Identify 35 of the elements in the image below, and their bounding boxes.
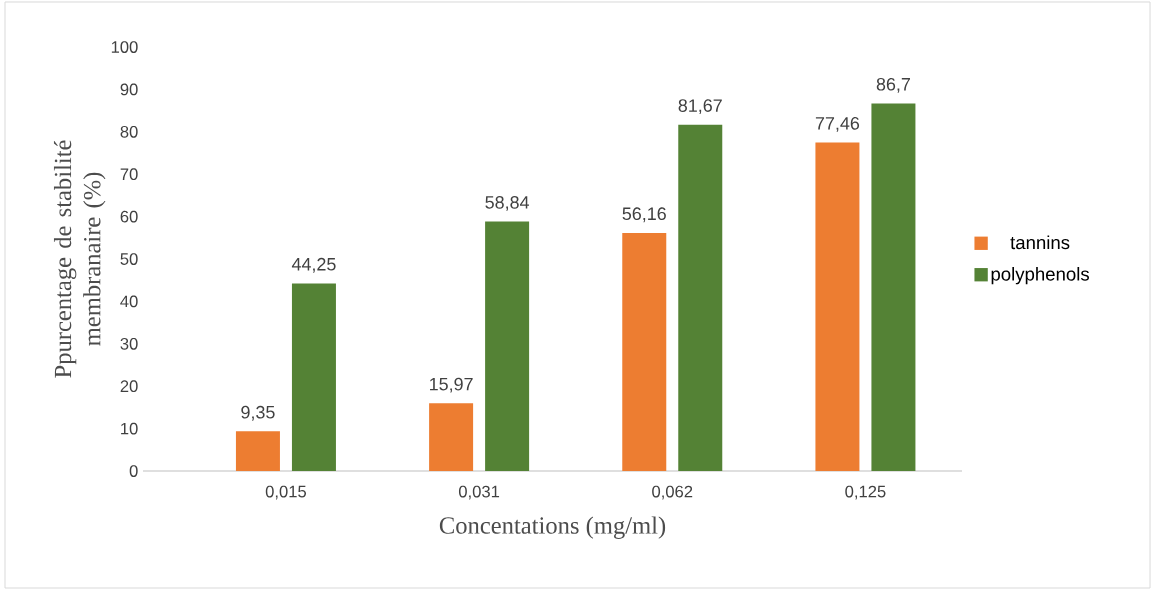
y-tick-label: 30 — [120, 337, 138, 350]
x-tick-label: 0,015 — [265, 485, 307, 500]
x-axis-title: Concentations (mg/ml) — [439, 516, 666, 539]
data-label: 86,7 — [876, 77, 910, 93]
data-label: 9,35 — [241, 405, 275, 421]
y-tick-label: 90 — [120, 83, 138, 96]
data-label: 77,46 — [815, 117, 860, 132]
y-tick-label: 0 — [129, 465, 138, 477]
y-tick-label: 70 — [120, 168, 138, 181]
bar — [429, 403, 474, 471]
y-tick-label: 80 — [120, 125, 138, 138]
data-label: 44,25 — [291, 257, 336, 273]
x-tick-label: 0,125 — [845, 485, 886, 500]
legend-label: polyphenols — [991, 266, 1089, 285]
data-label: 81,67 — [678, 99, 722, 115]
bar — [815, 142, 860, 471]
y-tick-label: 10 — [121, 422, 138, 435]
y-tick-label: 40 — [120, 295, 138, 308]
x-tick-label: 0,062 — [652, 485, 693, 500]
x-tick-label: 0,031 — [458, 485, 500, 500]
y-tick-label: 50 — [120, 253, 138, 265]
bar — [235, 431, 280, 471]
bar — [291, 283, 336, 471]
y-tick-label: 100 — [111, 41, 138, 53]
bar — [622, 232, 667, 471]
y-tick-label: 20 — [120, 380, 138, 393]
data-label: 15,97 — [430, 377, 473, 393]
data-label: 58,84 — [485, 196, 530, 211]
bar — [871, 103, 916, 471]
data-label: 56,16 — [622, 207, 666, 223]
y-tick-label: 60 — [120, 210, 138, 223]
bar — [678, 124, 723, 471]
y-axis-title: Ppurcentage de stabilité membranaire (%) — [53, 140, 106, 378]
legend-label: tannins — [1010, 235, 1070, 250]
bar — [485, 221, 530, 471]
